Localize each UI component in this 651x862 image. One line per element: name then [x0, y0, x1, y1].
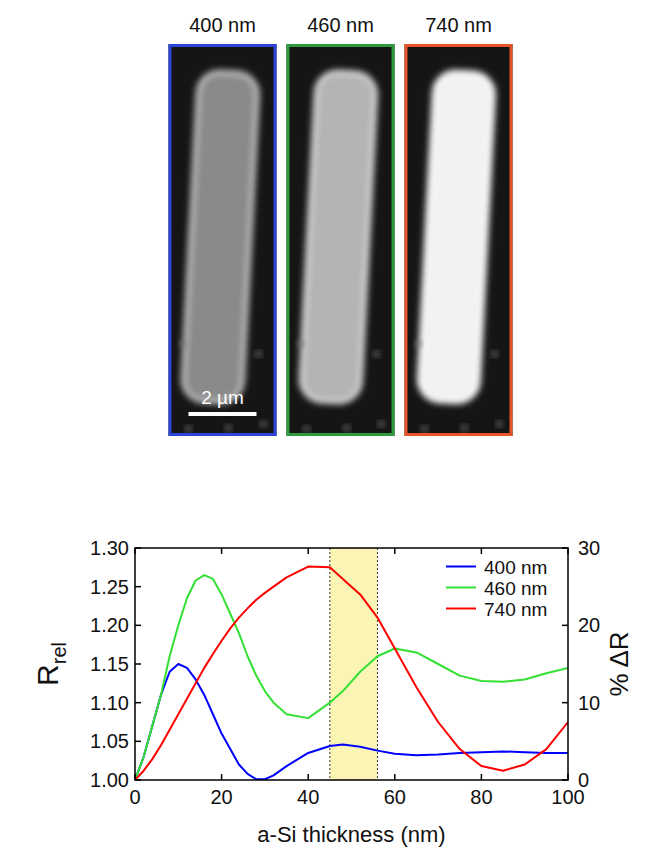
x-tick-label: 60 [384, 786, 406, 808]
image-speck [462, 425, 468, 431]
legend-swatch [446, 608, 476, 610]
x-tick [134, 548, 136, 554]
image-speck [261, 421, 267, 427]
series-line [135, 567, 568, 780]
y-axis-title: Rrel [31, 642, 70, 686]
scale-bar [189, 412, 257, 416]
image-speck [379, 421, 385, 427]
y2-tick-label: 0 [578, 769, 589, 791]
y-tick [135, 702, 141, 704]
y-tick [135, 741, 141, 743]
y2-tick [562, 625, 568, 627]
x-tick-label: 20 [210, 786, 232, 808]
image-speck [416, 341, 422, 347]
x-tick [307, 548, 309, 554]
image-speck [298, 341, 304, 347]
y2-tick-label: 10 [578, 692, 600, 714]
scale-bar-label: 2 µm [201, 387, 244, 408]
image-speck [497, 421, 503, 427]
x-tick [307, 774, 309, 780]
image-background [405, 44, 513, 436]
y-tick-label: 1.25 [90, 576, 129, 598]
image-speck [226, 425, 232, 431]
image-speck [422, 426, 428, 432]
y-tick [135, 625, 141, 627]
legend-label: 460 nm [484, 578, 547, 599]
shaded-range-edge [377, 548, 378, 780]
y-tick [135, 779, 141, 781]
y-axis-title-main: R [31, 664, 64, 686]
panel-frame [406, 46, 511, 435]
panel-frame [170, 46, 275, 435]
x-tick [394, 774, 396, 780]
y-tick [135, 663, 141, 665]
particle-image [300, 71, 377, 404]
image-panel [287, 44, 395, 436]
panel-label: 460 nm [307, 14, 374, 36]
image-speck [256, 351, 262, 357]
x-tick [481, 548, 483, 554]
y-tick-label: 1.20 [90, 614, 129, 636]
x-tick [567, 548, 569, 554]
figure: 400 nm2 µm460 nm740 nm0204060801001.001.… [0, 0, 651, 862]
x-tick [221, 548, 223, 554]
particle-image [418, 71, 495, 404]
image-speck [374, 351, 380, 357]
y2-tick [562, 547, 568, 549]
image-speck [180, 341, 186, 347]
y-tick-label: 1.30 [90, 537, 129, 559]
x-tick [481, 774, 483, 780]
panel-frame [288, 46, 393, 435]
y-tick [135, 547, 141, 549]
legend-label: 740 nm [484, 599, 547, 620]
legend-label: 400 nm [484, 557, 547, 578]
y2-tick-label: 30 [578, 537, 600, 559]
image-background [287, 44, 395, 436]
image-panel [405, 44, 513, 436]
x-axis-title: a-Si thickness (nm) [257, 822, 445, 847]
image-speck [186, 426, 192, 432]
y-tick-label: 1.10 [90, 692, 129, 714]
y-tick-label: 1.00 [90, 769, 129, 791]
image-background [169, 44, 277, 436]
x-tick-label: 0 [129, 786, 140, 808]
plot-area [135, 548, 568, 780]
y2-tick [562, 779, 568, 781]
x-tick-label: 40 [297, 786, 319, 808]
y-tick-label: 1.05 [90, 730, 129, 752]
x-tick [394, 548, 396, 554]
particle-image [182, 71, 259, 404]
legend-swatch [446, 566, 476, 568]
image-panel [169, 44, 277, 436]
y2-tick [562, 702, 568, 704]
legend-swatch [446, 587, 476, 589]
image-speck [344, 425, 350, 431]
y2-tick-label: 20 [578, 614, 600, 636]
legend-background [442, 554, 560, 621]
image-speck [492, 351, 498, 357]
y2-axis-title: % ΔR [604, 631, 634, 696]
panel-label: 740 nm [425, 14, 492, 36]
y-axis-title-subscript: rel [48, 642, 70, 664]
x-tick-label: 80 [470, 786, 492, 808]
plot-frame [135, 548, 568, 780]
x-tick [567, 774, 569, 780]
image-speck [304, 426, 310, 432]
x-tick [134, 774, 136, 780]
y-tick [135, 586, 141, 588]
panel-label: 400 nm [189, 14, 256, 36]
legend: 400 nm460 nm740 nm [442, 554, 560, 621]
x-tick [221, 774, 223, 780]
y-tick-label: 1.15 [90, 653, 129, 675]
